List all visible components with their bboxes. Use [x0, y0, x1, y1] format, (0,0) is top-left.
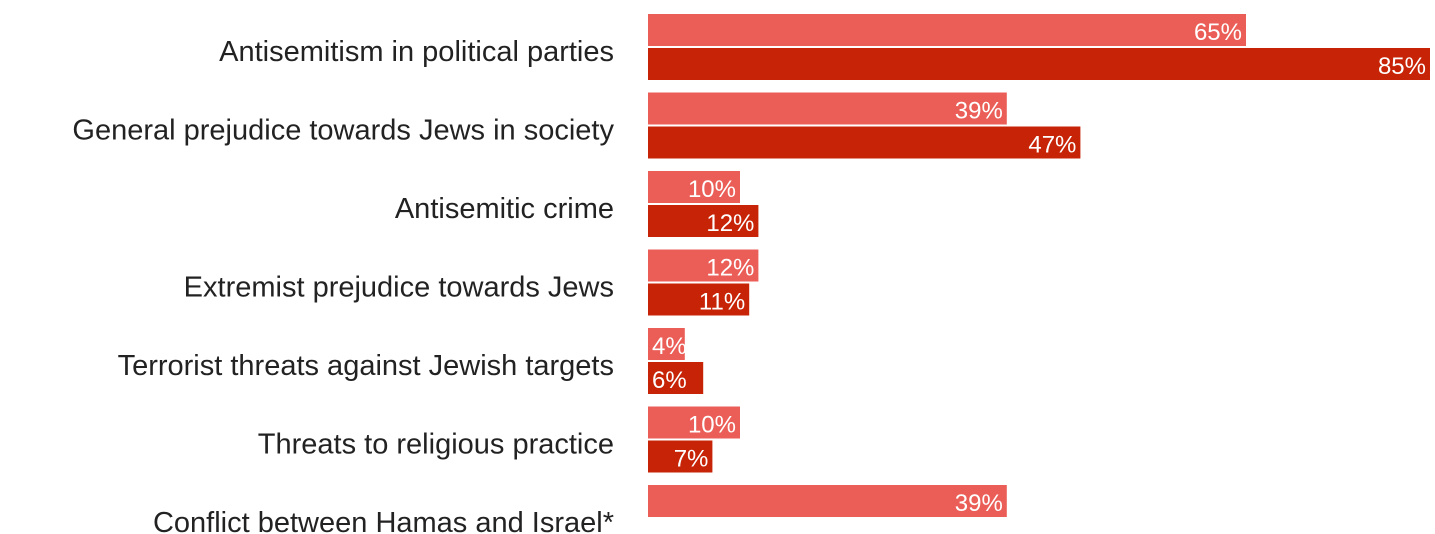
bar-series-1: [648, 92, 1007, 125]
value-label: 11%: [699, 289, 745, 316]
value-label: 39%: [955, 490, 1003, 517]
bar-series-2: [648, 440, 713, 473]
bar-series-2: [648, 48, 1430, 80]
value-label: 10%: [688, 176, 736, 203]
bar-series-1: [648, 249, 759, 282]
bar-series-2: [648, 205, 759, 237]
value-label: 85%: [1378, 53, 1426, 80]
category-label: Antisemitic crime: [395, 193, 614, 225]
bar-series-2: [648, 283, 750, 316]
bar-series-2: [648, 126, 1081, 159]
category-labels: Antisemitism in political parties General…: [72, 36, 614, 534]
value-label: 12%: [706, 255, 754, 282]
value-label: 47%: [1028, 132, 1076, 159]
value-label: 65%: [1194, 19, 1242, 46]
value-label: 7%: [674, 446, 709, 473]
value-label: 12%: [706, 210, 754, 237]
bar-series-2: [648, 362, 704, 394]
bars: [648, 14, 1430, 517]
value-label: 39%: [955, 98, 1003, 125]
bar-series-1: [648, 485, 1007, 517]
bar-series-1: [648, 406, 740, 439]
category-label: Terrorist threats against Jewish targets: [118, 350, 614, 382]
category-label: Extremist prejudice towards Jews: [184, 272, 614, 304]
value-label: 6%: [652, 367, 687, 394]
value-labels: 65%85%39%47%10%12%12%11%4%6%10%7%39%: [652, 19, 1426, 517]
value-label: 4%: [652, 333, 687, 360]
bar-series-1: [648, 328, 685, 360]
value-label: 10%: [688, 412, 736, 439]
bar-series-1: [648, 171, 740, 203]
category-label: Threats to religious practice: [258, 429, 614, 461]
category-label: Antisemitism in political parties: [219, 36, 614, 68]
category-label: General prejudice towards Jews in societ…: [72, 115, 614, 147]
category-label: Conflict between Hamas and Israel*: [153, 507, 614, 534]
bar-series-1: [648, 14, 1246, 46]
